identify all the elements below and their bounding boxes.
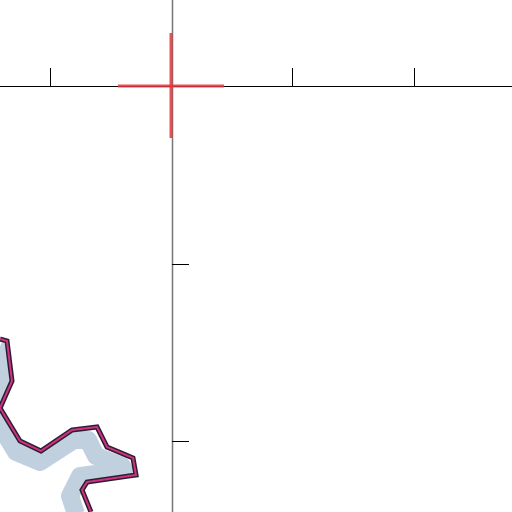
- river-line: [0, 338, 138, 512]
- river-band: [0, 341, 133, 512]
- crosshair: [118, 33, 224, 138]
